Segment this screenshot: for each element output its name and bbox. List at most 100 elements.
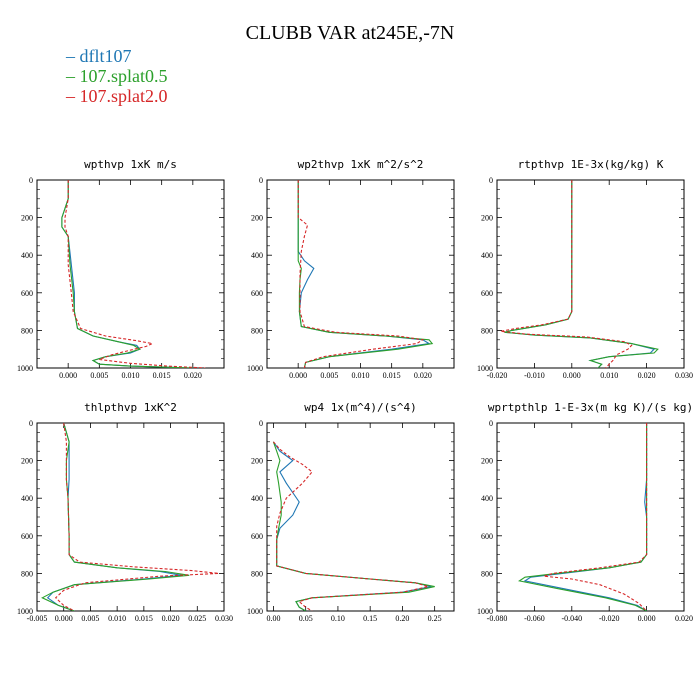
x-tick-label: 0.00 (266, 614, 280, 623)
panel-title: wp4 1x(m^4)/(s^4) (304, 401, 417, 414)
y-tick-label: 400 (21, 494, 33, 503)
legend-item-splat2.0: – 107.splat2.0 (66, 86, 168, 106)
y-tick-label: 800 (21, 569, 33, 578)
x-tick-label: -0.005 (27, 614, 48, 623)
legend-dash: – (66, 46, 75, 66)
x-tick-label: 0.000 (638, 614, 656, 623)
x-tick-label: 0.020 (162, 614, 180, 623)
x-tick-label: 0.020 (414, 371, 432, 380)
legend-dash: – (66, 86, 75, 106)
series-line-107.splat2.0 (500, 180, 633, 368)
y-tick-label: 800 (481, 326, 493, 335)
panel-title: wpthvp 1xK m/s (84, 158, 177, 171)
x-tick-label: -0.060 (524, 614, 545, 623)
y-tick-label: 600 (251, 532, 263, 541)
x-tick-label: -0.010 (524, 371, 545, 380)
series-line-107.splat2.0 (297, 180, 425, 368)
x-tick-label: 0.030 (215, 614, 233, 623)
y-tick-label: 800 (251, 569, 263, 578)
x-tick-label: 0.000 (55, 614, 73, 623)
x-tick-label: 0.010 (108, 614, 126, 623)
x-tick-label: -0.040 (561, 614, 582, 623)
x-tick-label: 0.030 (675, 371, 693, 380)
series-line-dflt107 (61, 180, 193, 368)
x-tick-label: 0.005 (81, 614, 99, 623)
series-line-107.splat0.5 (61, 180, 193, 368)
series-line-107.splat0.5 (272, 441, 435, 611)
y-tick-label: 0 (259, 419, 263, 428)
legend-label: 107.splat2.0 (79, 86, 168, 106)
y-tick-label: 400 (251, 251, 263, 260)
x-tick-label: 0.020 (184, 371, 202, 380)
y-tick-label: 200 (251, 214, 263, 223)
plot-frame (36, 422, 225, 612)
series-line-107.splat0.5 (517, 423, 648, 611)
y-tick-label: 0 (489, 176, 493, 185)
x-tick-label: 0.010 (352, 371, 370, 380)
panel-title: rtpthvp 1E-3x(kg/kg) K (518, 158, 664, 171)
panel-title: wp2thvp 1xK m^2/s^2 (298, 158, 424, 171)
series-line-107.splat2.0 (543, 423, 648, 611)
y-tick-label: 600 (481, 289, 493, 298)
x-tick-label: 0.020 (638, 371, 656, 380)
y-tick-label: 200 (251, 457, 263, 466)
x-tick-label: 0.015 (153, 371, 171, 380)
y-tick-label: 0 (489, 419, 493, 428)
legend-dash: – (66, 66, 75, 86)
y-tick-label: 800 (251, 326, 263, 335)
y-tick-label: 600 (481, 532, 493, 541)
series-line-dflt107 (272, 441, 432, 611)
x-tick-label: 0.020 (675, 614, 693, 623)
x-tick-label: 0.15 (363, 614, 377, 623)
y-tick-label: 800 (481, 569, 493, 578)
x-tick-label: 0.010 (122, 371, 140, 380)
y-tick-label: 1000 (477, 364, 493, 373)
y-tick-label: 400 (21, 251, 33, 260)
x-tick-label: 0.000 (59, 371, 77, 380)
x-tick-label: 0.10 (331, 614, 345, 623)
y-tick-label: 0 (29, 419, 33, 428)
plot-frame (496, 179, 685, 369)
series-line-107.splat0.5 (297, 180, 434, 368)
x-tick-label: 0.015 (383, 371, 401, 380)
y-tick-label: 200 (481, 214, 493, 223)
y-tick-label: 1000 (17, 607, 33, 616)
x-tick-label: 0.005 (90, 371, 108, 380)
y-tick-label: 1000 (247, 607, 263, 616)
series-line-dflt107 (297, 180, 431, 368)
y-tick-label: 1000 (477, 607, 493, 616)
series-line-dflt107 (523, 423, 648, 611)
plot-frame (266, 422, 455, 612)
x-tick-label: 0.010 (600, 371, 618, 380)
x-tick-label: -0.020 (599, 614, 620, 623)
legend-item-splat0.5: – 107.splat0.5 (66, 66, 168, 86)
x-tick-label: 0.000 (563, 371, 581, 380)
legend-label: dflt107 (79, 46, 132, 66)
x-tick-label: 0.015 (135, 614, 153, 623)
panel-title: wprtpthlp 1-E-3x(m kg K)/(s kg) (488, 401, 693, 414)
y-tick-label: 1000 (247, 364, 263, 373)
series-line-107.splat0.5 (41, 423, 190, 611)
x-tick-label: 0.025 (188, 614, 206, 623)
y-tick-label: 0 (29, 176, 33, 185)
y-tick-label: 0 (259, 176, 263, 185)
y-tick-label: 600 (21, 289, 33, 298)
x-tick-label: 0.05 (299, 614, 313, 623)
y-tick-label: 600 (251, 289, 263, 298)
y-tick-label: 200 (21, 214, 33, 223)
x-tick-label: 0.000 (289, 371, 307, 380)
x-tick-label: -0.080 (487, 614, 508, 623)
series-line-107.splat0.5 (504, 180, 659, 368)
x-tick-label: 0.005 (320, 371, 338, 380)
panel-title: thlpthvp 1xK^2 (84, 401, 177, 414)
y-tick-label: 400 (481, 251, 493, 260)
y-tick-label: 400 (251, 494, 263, 503)
legend-label: 107.splat0.5 (79, 66, 168, 86)
y-tick-label: 400 (481, 494, 493, 503)
series-line-107.splat2.0 (54, 423, 219, 611)
x-tick-label: 0.20 (395, 614, 409, 623)
series-line-107.splat2.0 (272, 441, 429, 611)
figure-title: CLUBB VAR at245E,-7N (245, 22, 455, 44)
legend-item-dflt107: – dflt107 (66, 46, 132, 66)
